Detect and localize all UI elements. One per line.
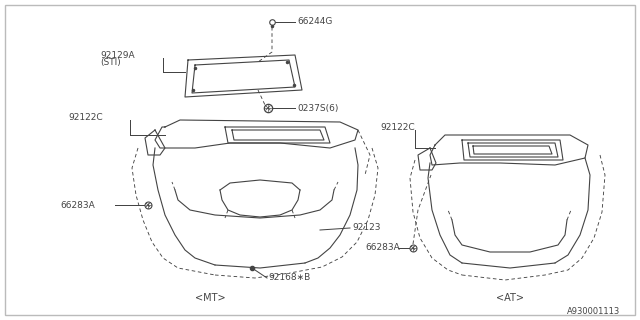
Text: 0237S(6): 0237S(6) — [297, 103, 339, 113]
Text: 92123: 92123 — [352, 223, 381, 233]
Text: 66283A: 66283A — [365, 244, 400, 252]
Text: A930001113: A930001113 — [567, 308, 620, 316]
Text: <AT>: <AT> — [496, 293, 524, 303]
Text: 92122C: 92122C — [68, 114, 102, 123]
Text: 66244G: 66244G — [297, 18, 332, 27]
Text: <MT>: <MT> — [195, 293, 225, 303]
Text: 92129A: 92129A — [100, 51, 134, 60]
Text: 66283A: 66283A — [60, 201, 95, 210]
Text: (STI): (STI) — [100, 59, 121, 68]
Text: 92168∗B: 92168∗B — [268, 274, 310, 283]
Text: 92122C: 92122C — [380, 124, 415, 132]
